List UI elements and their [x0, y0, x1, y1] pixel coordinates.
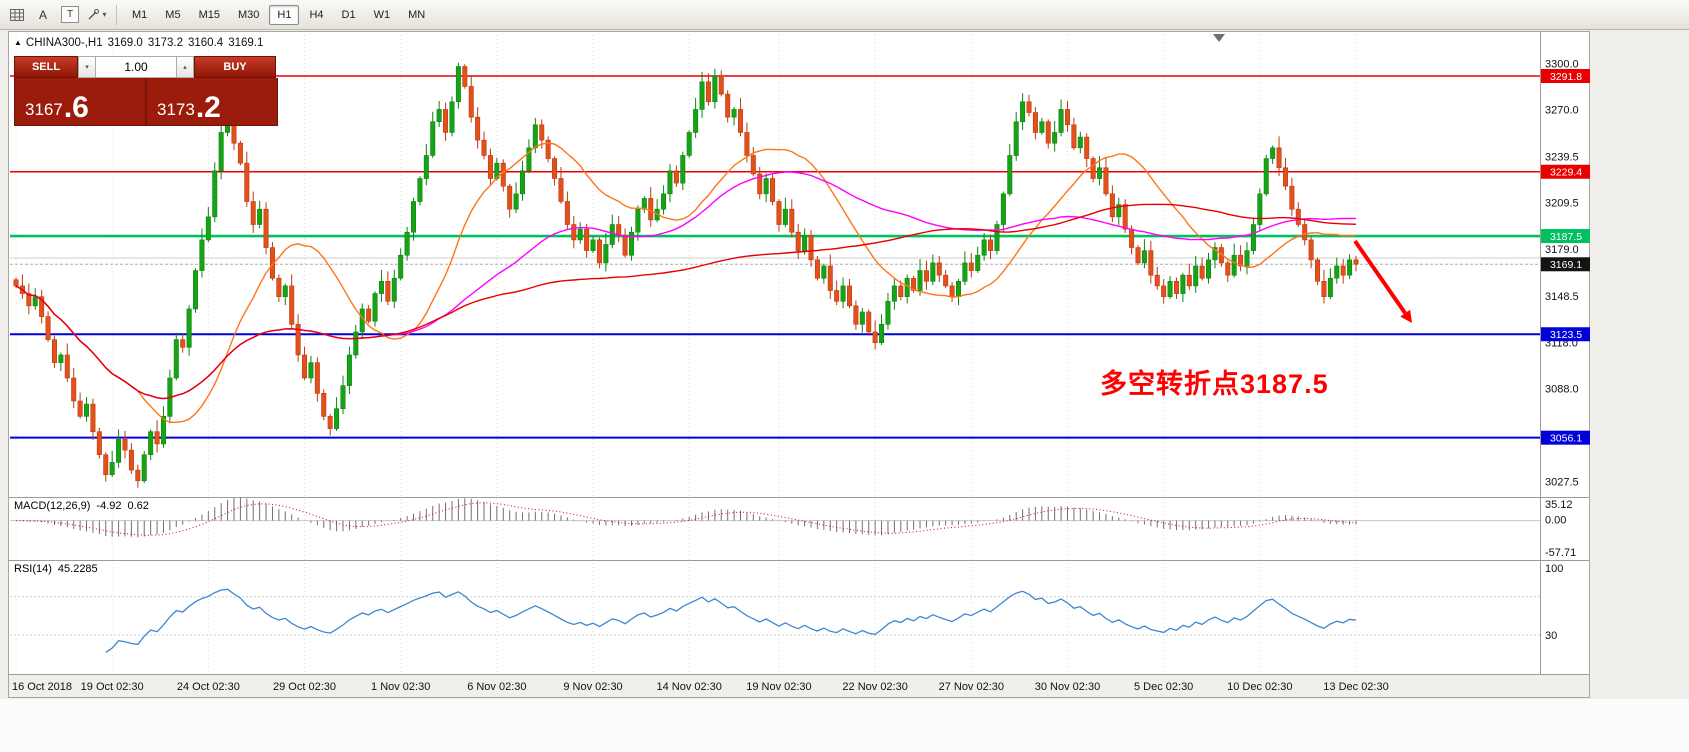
- svg-text:3300.0: 3300.0: [1545, 58, 1579, 70]
- macd-signal: 0.62: [127, 500, 149, 512]
- svg-text:30 Nov 02:30: 30 Nov 02:30: [1035, 681, 1100, 693]
- one-click-trading-panel: SELL ▾ ▴ BUY 3167 .6 3173 .2: [14, 56, 278, 126]
- svg-text:3209.5: 3209.5: [1545, 197, 1579, 209]
- svg-text:24 Oct 02:30: 24 Oct 02:30: [177, 681, 240, 693]
- buy-button[interactable]: BUY: [194, 56, 276, 78]
- sell-price-main: 3167: [25, 100, 63, 120]
- toolbar-separator: [116, 4, 117, 25]
- collapse-arrow-icon[interactable]: ▲: [14, 38, 22, 47]
- svg-text:1 Nov 02:30: 1 Nov 02:30: [371, 681, 430, 693]
- symbol-timeframe: CHINA300-,H1: [25, 37, 103, 49]
- chart-shift-marker: [1213, 34, 1225, 42]
- svg-text:19 Oct 02:30: 19 Oct 02:30: [81, 681, 144, 693]
- macd-name: MACD(12,26,9): [14, 500, 91, 512]
- chart-annotation-text[interactable]: 多空转折点3187.5: [1100, 369, 1329, 399]
- text-label-icon[interactable]: T: [61, 6, 79, 23]
- status-area: [0, 699, 1689, 752]
- svg-text:14 Nov 02:30: 14 Nov 02:30: [656, 681, 721, 693]
- rsi-panel: 100 30: [10, 563, 1563, 653]
- svg-text:27 Nov 02:30: 27 Nov 02:30: [939, 681, 1004, 693]
- timeframe-m5[interactable]: M5: [165, 8, 181, 21]
- timeframe-buttons: M1 M5 M15 M30 H1 H4 D1 W1 MN: [123, 4, 434, 25]
- rsi-name: RSI(14): [14, 563, 52, 575]
- svg-text:3148.5: 3148.5: [1545, 291, 1579, 303]
- timeframe-m30[interactable]: M30: [237, 8, 260, 21]
- timeframe-m15[interactable]: M15: [198, 8, 220, 21]
- rsi-value: 45.2285: [57, 563, 98, 575]
- chart-ohlc-header: ▲ CHINA300-,H1 3169.0 3173.2 3160.4 3169.1: [14, 37, 268, 49]
- ohlc-close: 3169.1: [228, 37, 264, 49]
- timeframe-d1[interactable]: D1: [341, 8, 356, 21]
- grid-glyph: [10, 8, 24, 21]
- text-annotation-icon[interactable]: A: [38, 7, 47, 22]
- symbols-grid-icon[interactable]: [5, 4, 29, 26]
- moving-averages: [15, 142, 1357, 423]
- rsi-indicator-label: RSI(14) 45.2285: [14, 563, 104, 575]
- svg-text:5 Dec 02:30: 5 Dec 02:30: [1134, 681, 1193, 693]
- volume-down-spinner[interactable]: ▾: [78, 56, 96, 78]
- toolbar: A T ▾ M1 M5 M15 M30 H1 H4 D1 W1 MN: [0, 0, 1689, 30]
- svg-text:35.12: 35.12: [1545, 499, 1573, 511]
- time-axis: 16 Oct 2018 19 Oct 02:30 24 Oct 02:30 29 Oc…: [12, 681, 1389, 693]
- pencil-glyph: [88, 9, 100, 20]
- svg-text:3270.0: 3270.0: [1545, 104, 1579, 116]
- sell-button[interactable]: SELL: [14, 56, 78, 78]
- svg-text:19 Nov 02:30: 19 Nov 02:30: [746, 681, 811, 693]
- svg-text:3056.1: 3056.1: [1550, 432, 1582, 444]
- ohlc-low: 3160.4: [188, 37, 224, 49]
- candles: [13, 62, 1359, 488]
- sell-price-frac: .6: [63, 91, 89, 124]
- volume-input[interactable]: [96, 56, 176, 78]
- macd-indicator-label: MACD(12,26,9) -4.92 0.62: [14, 500, 155, 512]
- price-axis: 3300.03270.03239.53209.53179.03148.53118…: [1541, 58, 1590, 489]
- svg-text:100: 100: [1545, 563, 1563, 575]
- dropdown-caret-icon: ▾: [102, 10, 107, 19]
- svg-text:3239.5: 3239.5: [1545, 151, 1579, 163]
- svg-text:0.00: 0.00: [1545, 515, 1566, 527]
- trend-arrow: [1353, 239, 1412, 323]
- chart-background: [8, 31, 1590, 698]
- ohlc-high: 3173.2: [147, 37, 183, 49]
- svg-text:6 Nov 02:30: 6 Nov 02:30: [467, 681, 526, 693]
- svg-text:3179.0: 3179.0: [1545, 244, 1579, 256]
- macd-value: -4.92: [96, 500, 122, 512]
- svg-text:3187.5: 3187.5: [1550, 231, 1582, 243]
- ohlc-open: 3169.0: [107, 37, 143, 49]
- timeframe-mn[interactable]: MN: [408, 8, 426, 21]
- svg-text:-57.71: -57.71: [1545, 547, 1576, 559]
- svg-text:30: 30: [1545, 630, 1557, 642]
- svg-text:3123.5: 3123.5: [1550, 329, 1582, 341]
- svg-text:3088.0: 3088.0: [1545, 384, 1579, 396]
- buy-price-frac: .2: [195, 91, 221, 124]
- price-chart-canvas[interactable]: 16 Oct 2018 19 Oct 02:30 24 Oct 02:30 29 Oc…: [8, 31, 1590, 698]
- volume-up-spinner[interactable]: ▴: [176, 56, 194, 78]
- macd-panel: 35.12 0.00 -57.71: [10, 497, 1576, 559]
- timeframe-m1[interactable]: M1: [132, 8, 148, 21]
- svg-text:3291.8: 3291.8: [1550, 71, 1582, 83]
- time-gridlines: [15, 35, 1357, 674]
- draw-tools-icon[interactable]: ▾: [85, 4, 109, 26]
- buy-price-main: 3173: [157, 100, 195, 120]
- timeframe-w1[interactable]: W1: [373, 8, 391, 21]
- svg-text:16 Oct 2018: 16 Oct 2018: [12, 681, 72, 693]
- svg-text:10 Dec 02:30: 10 Dec 02:30: [1227, 681, 1292, 693]
- svg-text:9 Nov 02:30: 9 Nov 02:30: [563, 681, 622, 693]
- timeframe-h1[interactable]: H1: [269, 4, 300, 25]
- svg-text:3229.4: 3229.4: [1550, 167, 1582, 179]
- panel-separators: [8, 31, 1590, 698]
- buy-price-display[interactable]: 3173 .2: [145, 78, 277, 125]
- svg-text:13 Dec 02:30: 13 Dec 02:30: [1323, 681, 1388, 693]
- svg-text:3169.1: 3169.1: [1550, 259, 1582, 271]
- svg-text:3027.5: 3027.5: [1545, 477, 1579, 489]
- sell-price-display[interactable]: 3167 .6: [15, 78, 145, 125]
- timeframe-h4[interactable]: H4: [309, 8, 324, 21]
- svg-text:22 Nov 02:30: 22 Nov 02:30: [842, 681, 907, 693]
- svg-text:29 Oct 02:30: 29 Oct 02:30: [273, 681, 336, 693]
